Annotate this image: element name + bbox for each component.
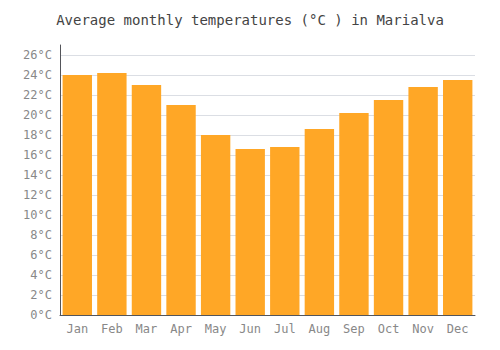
svg-text:6°C: 6°C <box>30 248 52 262</box>
svg-text:Sep: Sep <box>343 322 365 336</box>
svg-text:20°C: 20°C <box>23 108 52 122</box>
svg-text:May: May <box>205 322 227 336</box>
svg-text:Aug: Aug <box>309 322 331 336</box>
svg-text:Jul: Jul <box>274 322 296 336</box>
svg-text:16°C: 16°C <box>23 148 52 162</box>
svg-text:Jun: Jun <box>239 322 261 336</box>
svg-text:14°C: 14°C <box>23 168 52 182</box>
svg-text:Mar: Mar <box>136 322 158 336</box>
svg-text:26°C: 26°C <box>23 48 52 62</box>
svg-text:Average monthly temperatures (: Average monthly temperatures (°C ) in Ma… <box>56 12 444 28</box>
svg-text:8°C: 8°C <box>30 228 52 242</box>
svg-text:Dec: Dec <box>447 322 469 336</box>
svg-text:12°C: 12°C <box>23 188 52 202</box>
svg-text:Apr: Apr <box>170 322 192 336</box>
svg-text:Jan: Jan <box>66 322 88 336</box>
svg-text:18°C: 18°C <box>23 128 52 142</box>
svg-text:2°C: 2°C <box>30 288 52 302</box>
svg-text:Oct: Oct <box>378 322 400 336</box>
svg-text:0°C: 0°C <box>30 308 52 322</box>
svg-text:10°C: 10°C <box>23 208 52 222</box>
svg-text:4°C: 4°C <box>30 268 52 282</box>
svg-text:Nov: Nov <box>412 322 434 336</box>
svg-text:Feb: Feb <box>101 322 123 336</box>
svg-text:24°C: 24°C <box>23 68 52 82</box>
svg-text:22°C: 22°C <box>23 88 52 102</box>
